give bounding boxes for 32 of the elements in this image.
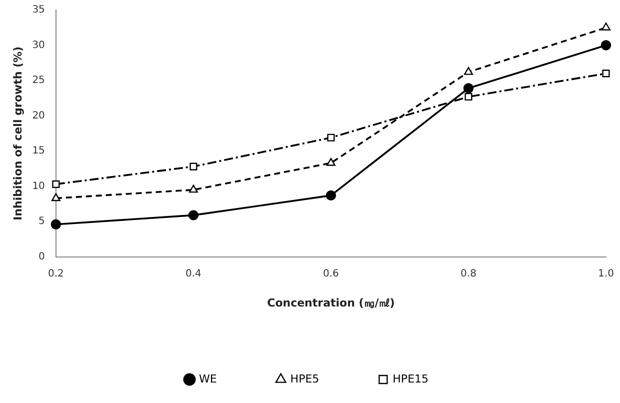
y-tick-label: 10 bbox=[32, 180, 45, 192]
legend-label: HPE5 bbox=[290, 372, 320, 386]
legend-label: WE bbox=[198, 372, 217, 386]
y-tick-label: 35 bbox=[32, 4, 45, 16]
point bbox=[326, 158, 336, 166]
point bbox=[190, 162, 198, 170]
point bbox=[52, 180, 60, 188]
point bbox=[463, 83, 474, 94]
point bbox=[602, 22, 610, 30]
point bbox=[188, 184, 198, 193]
legend-label: HPE15 bbox=[392, 372, 429, 386]
point bbox=[600, 40, 612, 50]
y-axis-title: Inhibition of cell growth (%) bbox=[11, 46, 24, 220]
point bbox=[326, 190, 336, 201]
x-tick-label: 0.8 bbox=[460, 268, 476, 280]
point bbox=[327, 134, 335, 142]
y-tick-label: 15 bbox=[32, 146, 45, 157]
x-axis-title: Concentration (㎎/㎖) bbox=[267, 296, 395, 310]
y-tick-label: 20 bbox=[32, 110, 45, 122]
x-tick-label: 0.2 bbox=[48, 268, 64, 280]
y-tick-label: 0 bbox=[38, 251, 45, 262]
y-tick-label: 25 bbox=[32, 75, 45, 86]
point bbox=[188, 210, 199, 220]
point bbox=[602, 70, 610, 78]
x-tick-label: 1.0 bbox=[598, 268, 614, 280]
y-tick-label: 5 bbox=[38, 216, 45, 228]
x-tick-label: 0.4 bbox=[185, 268, 202, 280]
point bbox=[50, 219, 62, 230]
point bbox=[464, 66, 473, 75]
point bbox=[464, 92, 472, 101]
x-tick-label: 0.6 bbox=[323, 268, 339, 280]
y-tick-label: 30 bbox=[32, 40, 45, 51]
